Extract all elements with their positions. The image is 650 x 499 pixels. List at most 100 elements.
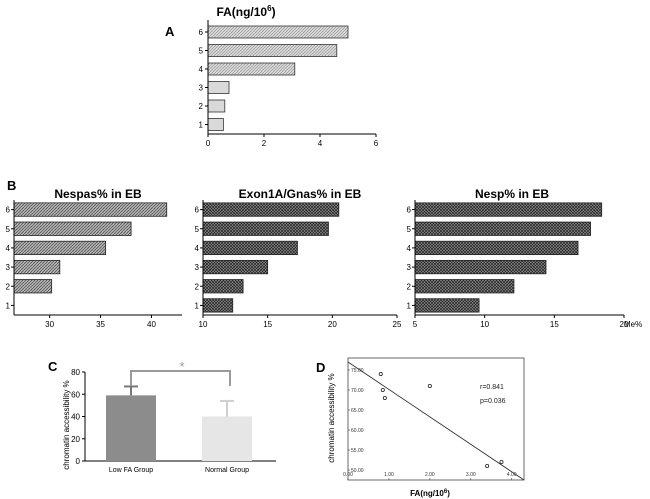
panel-d-y-ticks: 50.00 55.00 60.00 65.00 70.00 75.00 — [348, 368, 364, 474]
panel-a-x-tick-label: 4 — [318, 139, 323, 148]
panel-a-y-tick-label: 5 — [199, 47, 204, 56]
panel-a-x-tick-label: 6 — [374, 139, 379, 148]
panel-a-bar-3 — [207, 81, 230, 94]
panel-c-y-tick-label: 40 — [71, 413, 80, 422]
panel-b1-bar-4 — [13, 240, 107, 256]
panel-b3-chart: 1 2 3 4 5 6 5 10 15 20 — [407, 200, 629, 329]
panel-d-x-tick-label: 3.00 — [466, 472, 476, 478]
panel-b1-title: Nespas% in EB — [54, 187, 142, 201]
panel-b3-y-tick-label: 6 — [407, 206, 412, 215]
panel-b1-x-tick-label: 35 — [96, 320, 105, 329]
panel-c-bar-low-fa — [106, 395, 156, 461]
regression-line — [347, 361, 525, 481]
panel-b2-bar-4 — [202, 240, 298, 256]
panel-b2-y-tick-label: 1 — [195, 301, 200, 310]
panel-b1-y-tick-label: 3 — [6, 263, 11, 272]
panel-a-y-tick-label: 3 — [199, 84, 204, 93]
panel-b2-x-tick-label: 20 — [328, 320, 337, 329]
panel-d-y-tick-label: 50.00 — [351, 468, 364, 474]
panel-b3-x-tick-label: 15 — [550, 320, 559, 329]
scatter-points — [378, 371, 504, 468]
panel-a-x-ticks: 0 2 4 6 — [206, 134, 379, 148]
panel-a-y-tick-label: 1 — [199, 121, 204, 130]
panel-b3-bar-4 — [414, 240, 579, 256]
panel-c-x-tick-label: Normal Group — [205, 467, 249, 474]
panel-a-bar-1 — [207, 118, 224, 131]
panel-b2-bar-2 — [202, 279, 244, 294]
panel-b1-y-tick-label: 6 — [6, 206, 11, 215]
panel-b1-bar-3 — [13, 259, 61, 275]
panel-b3-bar-6 — [414, 202, 603, 217]
panel-a-bars — [207, 25, 349, 131]
p-value: p=0.036 — [480, 398, 506, 405]
significance-bracket — [130, 370, 231, 386]
panel-d-y-label: chromatin accessibility % — [327, 373, 336, 462]
panel-a-label: A — [165, 24, 175, 39]
panel-b3-x-tick-label: 5 — [413, 320, 418, 329]
panel-a-x-tick-label: 2 — [262, 139, 267, 148]
panel-d-x-tick-label: 0.00 — [343, 472, 353, 478]
panel-b2-x-tick-label: 10 — [199, 320, 208, 329]
panel-b-label: B — [7, 178, 16, 193]
r-value: r=0.841 — [480, 384, 504, 391]
panel-d-y-tick-label: 65.00 — [351, 408, 364, 414]
panel-a-y-tick-label: 2 — [199, 102, 204, 111]
panel-b1-y-tick-label: 5 — [6, 225, 11, 234]
panel-b-x-unit: Me% — [624, 320, 642, 329]
panel-b2-bar-5 — [202, 221, 329, 236]
scatter-point — [380, 387, 385, 392]
panel-c-y-ticks: 0 20 40 60 80 — [71, 368, 85, 466]
panel-a-y-ticks: 1 2 3 4 5 6 — [199, 28, 208, 130]
panel-c-bars: Low FA Group Normal Group — [106, 385, 252, 474]
scatter-point — [427, 383, 432, 388]
scatter-point — [382, 395, 387, 400]
panel-a-y-tick-label: 4 — [199, 65, 204, 74]
panel-b2-y-tick-label: 5 — [195, 225, 200, 234]
panel-d-y-tick-label: 60.00 — [351, 428, 364, 434]
panel-b2-bar-6 — [202, 202, 340, 217]
panel-a-bar-5 — [207, 44, 338, 57]
panel-b2-title: Exon1A/Gnas% in EB — [239, 187, 362, 201]
panel-a-title: FA(ng/106) — [216, 4, 275, 19]
panel-d: D chromatin accessibility % 50.00 55.00 60… — [316, 357, 525, 498]
panel-b3-x-tick-label: 20 — [620, 320, 629, 329]
scatter-point — [499, 459, 504, 464]
panel-b3-y-tick-label: 2 — [407, 282, 412, 291]
panel-d-x-ticks: 0.00 1.00 2.00 3.00 4.00 — [343, 472, 517, 480]
panel-b3-bar-3 — [414, 259, 547, 275]
panel-d-y-tick-label: 75.00 — [351, 368, 364, 374]
panel-a-x-tick-label: 0 — [206, 139, 211, 148]
panel-a-y-tick-label: 6 — [199, 28, 204, 37]
panel-b2-x-tick-label: 15 — [263, 320, 272, 329]
panel-d-x-tick-label: 2.00 — [425, 472, 435, 478]
panel-b2-x-tick-label: 25 — [393, 320, 402, 329]
panel-b2-y-tick-label: 4 — [195, 244, 200, 253]
panel-a-bar-6 — [207, 25, 349, 39]
scatter-point — [378, 371, 383, 376]
panel-b1-y-tick-label: 1 — [6, 301, 11, 310]
panel-b2-bar-3 — [202, 259, 269, 275]
panel-b3-title: Nesp% in EB — [475, 187, 549, 201]
panel-b3-bar-2 — [414, 279, 515, 294]
panel-b1-y-tick-label: 2 — [6, 282, 11, 291]
panel-b3-y-tick-label: 3 — [407, 263, 412, 272]
significance-star: * — [179, 359, 184, 374]
panel-b3-x-tick-label: 10 — [480, 320, 489, 329]
panel-c-y-tick-label: 60 — [71, 390, 80, 399]
panel-c-y-tick-label: 20 — [71, 435, 80, 444]
panel-b1-y-tick-label: 4 — [6, 244, 11, 253]
panel-b1-x-tick-label: 30 — [45, 320, 54, 329]
panel-d-y-tick-label: 70.00 — [351, 388, 364, 394]
panel-b3-y-tick-label: 1 — [407, 301, 412, 310]
panel-b3-y-tick-label: 5 — [407, 225, 412, 234]
panel-b2-bar-1 — [202, 298, 234, 313]
panel-b2-y-tick-label: 3 — [195, 263, 200, 272]
panel-b: B Nespas% in EB Exon1A/Gnas% in EB Nesp%… — [6, 178, 643, 329]
panel-c-y-tick-label: 0 — [76, 457, 81, 466]
panel-c-y-tick-label: 80 — [71, 368, 80, 377]
panel-b3-y-tick-label: 4 — [407, 244, 412, 253]
panel-d-x-label: FA(ng/106) — [410, 489, 450, 498]
panel-d-label: D — [316, 360, 325, 375]
panel-a-bar-4 — [207, 62, 296, 76]
